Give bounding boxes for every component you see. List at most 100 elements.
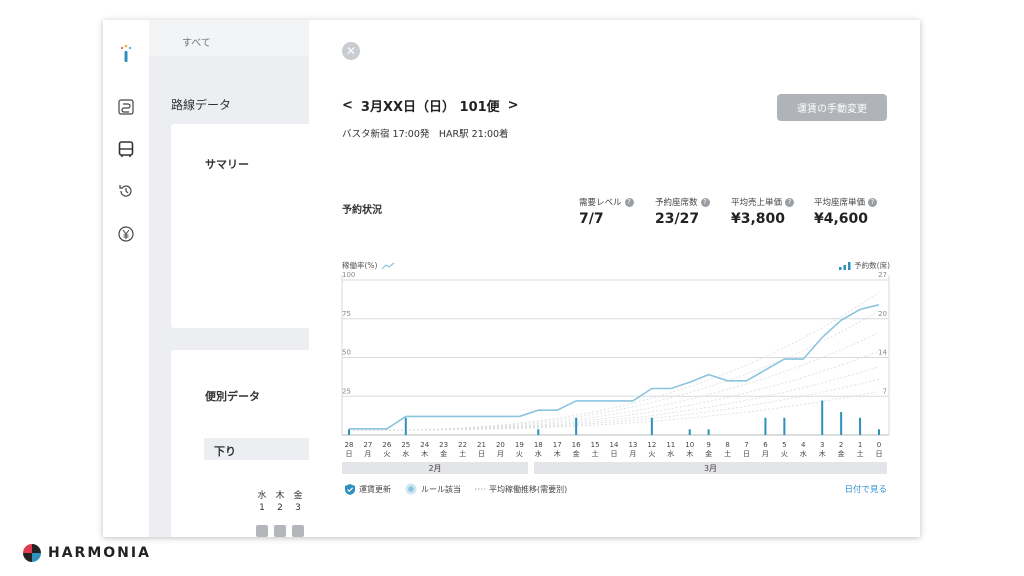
stat-booked-seats: 予約座席数? 23/27 [655, 196, 710, 227]
mini-cell[interactable] [256, 525, 268, 537]
x-tick-weekday: 日 [478, 450, 485, 458]
avg-trend-line [348, 350, 880, 431]
x-tick-day: 6 [763, 441, 768, 449]
x-tick-day: 2 [839, 441, 843, 449]
x-tick-weekday: 火 [648, 450, 655, 458]
history-icon[interactable] [115, 180, 137, 202]
chart-legend: 運賃更新 ルール該当 平均稼働推移(需要別) [345, 483, 567, 495]
x-tick-weekday: 水 [402, 449, 409, 458]
help-icon[interactable]: ? [700, 197, 710, 207]
stat-avg-seat-price: 平均座席単価? ¥4,600 [814, 196, 878, 227]
x-tick-weekday: 金 [838, 449, 845, 458]
mini-cell[interactable] [292, 525, 304, 537]
x-tick-day: 23 [439, 441, 448, 449]
flight-date-title: 3月XX日（日） 101便 [360, 100, 500, 115]
x-tick-weekday: 水 [800, 449, 807, 458]
x-tick-weekday: 木 [686, 449, 693, 458]
booking-bar [404, 417, 407, 435]
x-tick-weekday: 金 [705, 449, 712, 458]
x-tick-weekday: 日 [611, 450, 618, 458]
occupancy-line [349, 304, 880, 430]
stat-demand-level: 需要レベル? 7/7 [579, 196, 634, 227]
booking-bar [783, 417, 786, 435]
booking-bar [707, 429, 710, 435]
reservation-status-title: 予約状況 [342, 205, 382, 216]
booking-bar [688, 429, 691, 435]
prev-arrow-icon[interactable]: < [342, 98, 353, 113]
x-tick-day: 1 [858, 441, 862, 449]
x-tick-weekday: 月 [497, 450, 504, 458]
booking-bar [348, 429, 350, 435]
x-tick-day: 21 [477, 441, 486, 449]
booking-bar [840, 412, 843, 435]
x-tick-weekday: 火 [516, 450, 523, 458]
help-icon[interactable]: ? [785, 197, 795, 207]
booking-bar [575, 417, 578, 435]
x-tick-day: 25 [401, 441, 410, 449]
stat-label: 平均売上単価 [731, 198, 783, 208]
booking-bar [537, 429, 540, 435]
manual-fare-change-button[interactable]: 運賃の手動変更 [777, 94, 887, 121]
left-tick-label: 100 [342, 271, 355, 279]
x-tick-weekday: 日 [346, 450, 353, 458]
stat-label: 予約座席数 [655, 198, 698, 208]
x-tick-weekday: 火 [781, 450, 788, 458]
harmonia-logo-icon [23, 544, 41, 562]
flight-data-label: 便別データ [205, 390, 260, 403]
x-tick-weekday: 金 [440, 449, 447, 458]
stat-value: 7/7 [579, 211, 604, 227]
x-tick-weekday: 日 [743, 450, 750, 458]
x-tick-weekday: 水 [535, 449, 542, 458]
stat-value: ¥4,600 [814, 211, 869, 227]
left-tick-label: 25 [342, 387, 351, 395]
right-tick-label: 20 [878, 310, 887, 318]
tab-all[interactable]: すべて [182, 38, 211, 49]
x-tick-day: 14 [610, 441, 619, 449]
close-icon: ✕ [345, 44, 357, 58]
mini-cells [256, 525, 304, 537]
route-icon[interactable] [115, 96, 137, 118]
booking-bar [764, 417, 767, 435]
x-tick-weekday: 日 [876, 450, 883, 458]
x-tick-weekday: 土 [592, 449, 599, 458]
mini-cell[interactable] [274, 525, 286, 537]
x-tick-day: 10 [685, 441, 694, 449]
x-tick-weekday: 土 [857, 449, 864, 458]
tab-bar [149, 20, 309, 56]
x-tick-day: 11 [666, 441, 675, 449]
x-tick-day: 8 [725, 441, 729, 449]
booking-bar [859, 417, 862, 435]
right-tick-label: 7 [883, 387, 887, 395]
x-tick-weekday: 水 [667, 449, 674, 458]
flight-detail-modal: ✕ < 3月XX日（日） 101便 > バスタ新宿 17:00発 HAR駅 21… [309, 20, 920, 537]
bus-icon[interactable] [115, 138, 137, 160]
info-logo-icon[interactable] [115, 42, 137, 64]
yen-icon[interactable] [115, 223, 137, 245]
stat-label: 需要レベル [579, 198, 622, 208]
stat-value: 23/27 [655, 211, 700, 227]
next-arrow-icon[interactable]: > [507, 98, 519, 113]
bar-legend-icon [839, 261, 851, 270]
help-icon[interactable]: ? [624, 197, 634, 207]
dotted-line-icon [475, 488, 485, 490]
x-tick-day: 19 [515, 441, 524, 449]
x-tick-day: 7 [744, 441, 748, 449]
close-button[interactable]: ✕ [342, 42, 360, 60]
line-legend-icon [382, 262, 395, 269]
summary-card: サマリー [171, 124, 321, 328]
x-tick-day: 20 [496, 441, 505, 449]
x-tick-day: 28 [345, 441, 354, 449]
booking-bar [650, 417, 653, 435]
x-tick-weekday: 月 [762, 450, 769, 458]
x-tick-day: 26 [382, 441, 391, 449]
left-axis-title: 稼働率(%) [342, 260, 395, 271]
view-by-date-link[interactable]: 日付で見る [844, 485, 887, 495]
x-tick-weekday: 火 [383, 450, 390, 458]
help-icon[interactable]: ? [868, 197, 878, 207]
left-tick-label: 50 [342, 349, 351, 357]
x-tick-day: 17 [553, 441, 562, 449]
x-tick-day: 13 [628, 441, 637, 449]
